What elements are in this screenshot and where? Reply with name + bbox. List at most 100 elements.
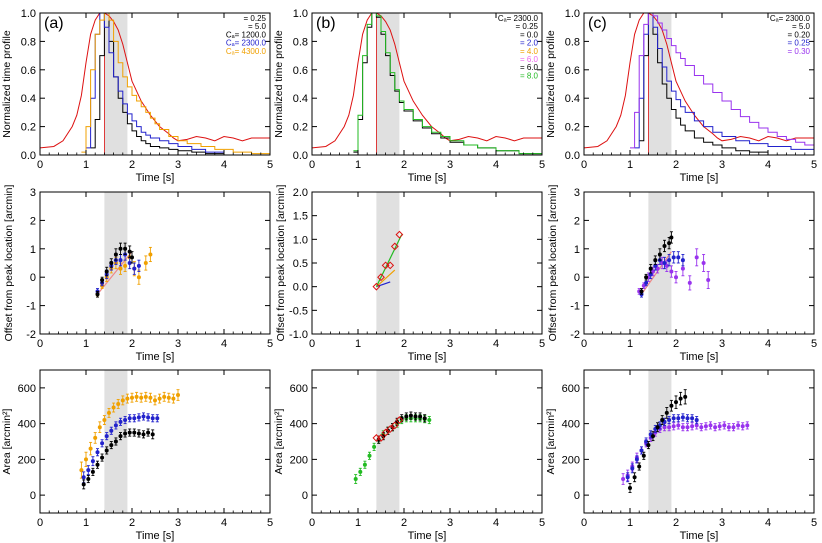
y-tick-label: 200 [562, 454, 580, 466]
data-point [395, 230, 404, 239]
data-point [109, 428, 114, 433]
x-tick-label: 1 [627, 338, 633, 350]
axes-frame [39, 369, 271, 514]
data-point [132, 416, 137, 421]
fit-line-2 [375, 234, 403, 287]
y-tick-label: 2.0 [293, 187, 308, 199]
data-point [664, 263, 669, 268]
data-point [123, 431, 128, 436]
x-tick-label: 2 [673, 517, 679, 529]
data-point [118, 266, 123, 271]
series-0 [621, 421, 750, 485]
data-point [358, 469, 363, 474]
data-point [84, 457, 88, 462]
data-point [372, 282, 381, 291]
data-point [143, 394, 148, 399]
data-point [703, 424, 708, 429]
x-tick-label: 2 [401, 159, 407, 171]
data-point [745, 423, 750, 428]
legend-entry: = 0.25 [516, 22, 539, 31]
data-point [641, 283, 646, 288]
data-point [127, 249, 132, 254]
data-point [736, 423, 741, 428]
series-1 [625, 413, 699, 483]
data-point [694, 423, 699, 428]
x-tick-label: 0 [581, 517, 587, 529]
data-point [713, 425, 718, 430]
data-point [648, 266, 653, 271]
y-tick-label: 0.8 [293, 36, 308, 48]
plot-area [353, 411, 432, 484]
x-tick-label: 3 [447, 159, 453, 171]
data-point [386, 261, 395, 270]
legend-entry: = 2.0 [520, 39, 539, 48]
series-line-0 [312, 13, 542, 149]
data-point [386, 425, 395, 433]
x-axis-label: Time [s] [680, 351, 719, 363]
x-tick-label: 5 [267, 338, 273, 350]
y-tick-label: -1.0 [289, 329, 308, 341]
data-point [120, 398, 125, 403]
data-point [680, 415, 685, 420]
data-point [367, 453, 372, 458]
x-tick-label: 0 [581, 338, 587, 350]
plot-area [584, 13, 814, 155]
x-tick-label: 0 [37, 517, 43, 529]
data-point [390, 425, 395, 430]
y-tick-label: 3 [574, 187, 580, 199]
y-axis-label: Offset from peak location [arcmin] [275, 185, 287, 342]
y-tick-label: 400 [290, 419, 308, 431]
plot-area [372, 230, 404, 291]
x-tick-label: 1 [355, 338, 361, 350]
data-point [95, 292, 100, 297]
series-line-0 [584, 13, 814, 149]
x-tick-label: 3 [175, 517, 181, 529]
y-tick-label: -2 [26, 329, 36, 341]
data-point [162, 394, 167, 399]
data-point [706, 278, 711, 283]
x-tick-label: 0 [309, 338, 315, 350]
x-axis-label: Time [s] [136, 530, 175, 542]
data-point [127, 416, 132, 421]
data-point [93, 435, 98, 440]
data-point [676, 423, 681, 428]
x-axis-label: Time [s] [408, 351, 447, 363]
legend-entry: = 5.0 [792, 22, 811, 31]
data-point [717, 424, 722, 429]
x-tick-label: 0 [37, 159, 43, 171]
x-tick-label: 3 [175, 159, 181, 171]
data-point [680, 425, 685, 430]
legend-entry: Cₐ= 2300.0 [770, 14, 811, 23]
x-tick-label: 2 [673, 338, 679, 350]
data-point [353, 477, 358, 482]
x-axis-label: Time [s] [136, 351, 175, 363]
panel-label: (b) [316, 15, 336, 32]
fit-line-1 [375, 269, 396, 288]
data-point [427, 418, 432, 423]
x-tick-label: 1 [83, 159, 89, 171]
legend-entry: Cₐ= 2300.0 [498, 14, 539, 23]
legend-entry: = 0.0 [520, 30, 539, 39]
legend-entry: = 0.25 [244, 14, 267, 23]
axes-frame [583, 191, 815, 335]
x-tick-label: 5 [539, 159, 545, 171]
data-point [644, 439, 649, 444]
data-point [667, 418, 672, 423]
data-point [669, 235, 674, 240]
y-tick-label: 0.0 [293, 282, 308, 294]
x-axis-label: Time [s] [408, 172, 447, 184]
data-point [687, 280, 692, 285]
y-tick-label: 400 [562, 419, 580, 431]
y-tick-label: 0.2 [21, 122, 36, 134]
data-point [132, 430, 137, 435]
data-point [134, 394, 139, 399]
data-point [667, 425, 672, 430]
data-point [685, 425, 690, 430]
data-point [669, 269, 674, 274]
data-point [118, 258, 123, 263]
y-tick-label: 1.5 [293, 211, 308, 223]
data-point [113, 439, 118, 444]
data-point [113, 423, 118, 428]
data-point [111, 405, 116, 410]
data-point [660, 418, 665, 423]
